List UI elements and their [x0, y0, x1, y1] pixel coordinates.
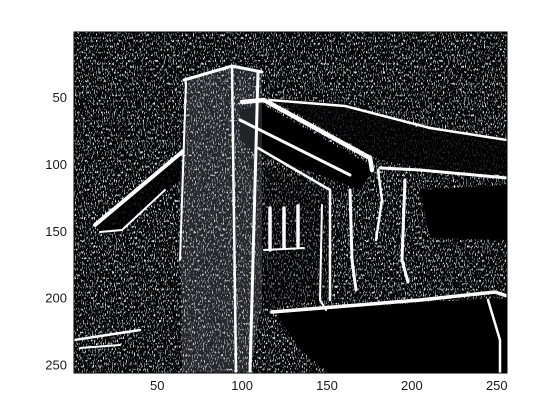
y-tick-label: 50	[53, 90, 67, 105]
pillar-left	[348, 188, 358, 292]
eave-top-edge	[239, 97, 375, 173]
lower-roof-edge	[270, 290, 507, 314]
x-axis: 50 100 150 200 250	[150, 32, 508, 393]
right-dark-mass	[420, 185, 507, 240]
chimney-right-edge	[248, 70, 260, 373]
y-tick-label: 200	[45, 291, 67, 306]
wall-top-edge	[256, 146, 332, 302]
axes-frame	[73, 31, 508, 374]
lower-right-shadow	[275, 298, 507, 373]
roof-line-right	[268, 98, 507, 142]
upper-right-roof-shadow	[270, 98, 507, 175]
edge-image	[74, 32, 507, 373]
y-axis: 50 100 150 200 250	[45, 90, 507, 372]
wall-shadow	[250, 160, 330, 310]
left-roof-edge	[93, 150, 184, 227]
lower-roof-right-edge	[486, 298, 502, 373]
chimney-left-edge	[179, 81, 187, 261]
pillar-right	[400, 178, 410, 284]
x-tick-label: 200	[401, 378, 423, 393]
x-tick-label: 150	[316, 378, 338, 393]
x-tick-label: 250	[486, 378, 508, 393]
x-tick-label: 100	[231, 378, 253, 393]
window-sill	[263, 247, 305, 251]
y-tick-label: 100	[45, 157, 67, 172]
edge-lines	[74, 64, 507, 373]
left-roof-lower-edge	[99, 189, 166, 233]
y-tick-label: 150	[45, 224, 67, 239]
bottom-left-edge-2	[79, 344, 121, 349]
chimney	[180, 64, 262, 373]
wall-vertical-edge	[318, 204, 327, 311]
chimney-center-line	[230, 64, 238, 373]
eave-shadow	[240, 104, 375, 190]
x-tick-label: 50	[150, 378, 164, 393]
bottom-left-edge	[74, 328, 142, 342]
pillar-mid	[374, 168, 384, 242]
gutter-line	[378, 166, 507, 180]
eave-lower-edge	[238, 118, 352, 177]
y-tick-label: 250	[45, 357, 67, 372]
